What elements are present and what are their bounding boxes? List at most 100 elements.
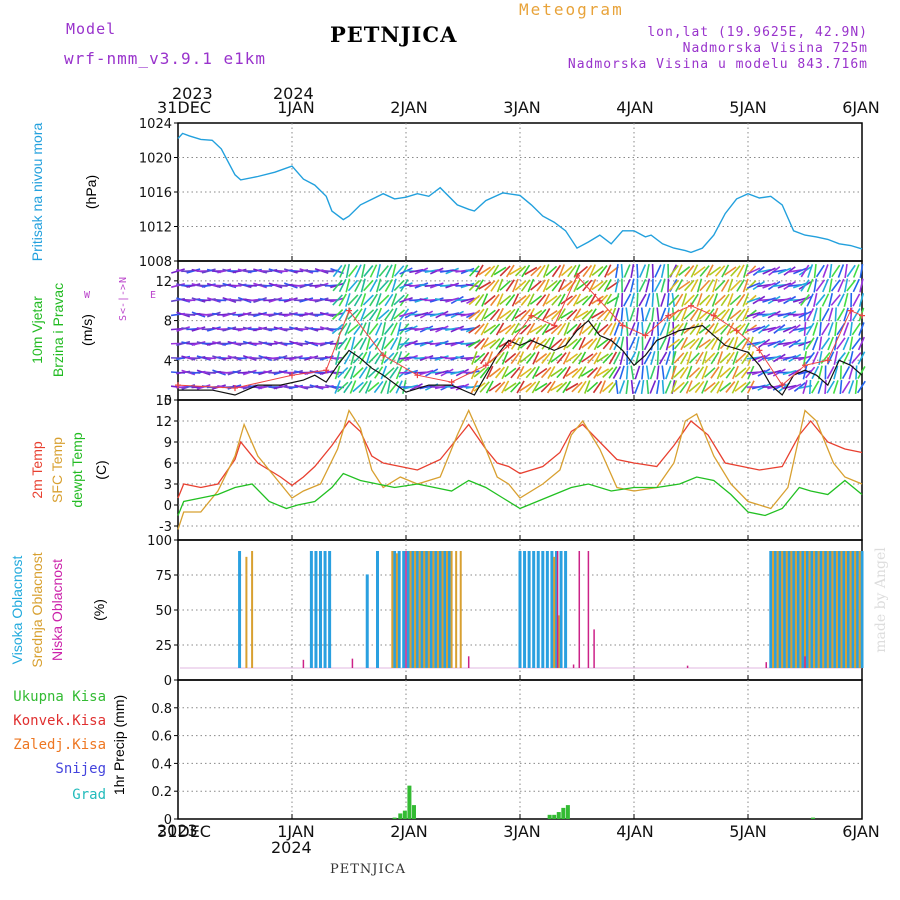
wind-barb xyxy=(391,264,397,278)
wind-barb xyxy=(393,265,405,277)
wind-barb xyxy=(813,278,818,293)
wind-barb xyxy=(729,294,742,306)
wind-barb xyxy=(650,336,656,351)
wind-barb xyxy=(609,336,617,351)
wind-barb xyxy=(680,336,689,351)
wind-barb xyxy=(335,351,341,365)
wind-barb xyxy=(805,322,815,336)
wind-barb xyxy=(745,294,757,306)
wind-barb xyxy=(542,293,551,307)
mid-cloud-bar xyxy=(391,551,394,668)
wind-barb xyxy=(720,293,730,307)
high-cloud-bar xyxy=(846,551,850,668)
wind-barb xyxy=(634,365,641,380)
wind-barb xyxy=(551,279,562,292)
wind-barb xyxy=(566,323,578,335)
high-cloud-bar xyxy=(438,551,442,668)
wind-barb xyxy=(526,322,536,336)
wind-barb xyxy=(268,297,283,303)
wind-barb xyxy=(602,322,613,336)
wind-barb xyxy=(684,279,695,292)
wind-barb xyxy=(656,365,660,380)
wind-barb xyxy=(641,365,644,380)
top-day-label: 3JAN xyxy=(503,98,541,117)
wind-barb xyxy=(713,324,727,334)
wind-barb xyxy=(571,352,583,364)
low-cloud-bar xyxy=(578,551,581,668)
wind-barb xyxy=(374,351,383,365)
wind-barb xyxy=(608,366,618,379)
top-year-2024: 2024 xyxy=(273,84,314,103)
wind-barb xyxy=(839,379,843,395)
wind-gust-point xyxy=(482,362,489,369)
high-cloud-bar xyxy=(365,574,369,668)
wind-barb xyxy=(800,279,810,292)
wind-barb xyxy=(614,278,620,293)
wind-barb xyxy=(544,324,558,334)
wind-barb xyxy=(719,367,732,378)
wind-barb xyxy=(854,379,858,395)
model-label: Model xyxy=(66,20,117,38)
high-cloud-bar xyxy=(787,551,791,668)
wind-barb xyxy=(641,321,644,337)
wind-barb xyxy=(390,307,398,322)
wind-barb xyxy=(699,294,711,306)
precip-bar xyxy=(392,817,397,819)
wind-barb xyxy=(695,351,704,365)
wind-barb xyxy=(650,351,656,365)
wind-barb xyxy=(726,307,734,322)
wind-barb xyxy=(613,322,621,336)
mid-cloud-bar xyxy=(794,551,797,668)
wind-barb xyxy=(762,311,777,318)
y-tick-label: 12 xyxy=(155,415,172,430)
wind-barb xyxy=(304,355,319,361)
wind-barb xyxy=(511,307,520,322)
bottom-day-label: 4JAN xyxy=(616,822,654,841)
wind-barb xyxy=(529,295,543,305)
wind-barb xyxy=(359,307,367,322)
wind-compass: W E N S <-|-> xyxy=(84,277,156,321)
high-cloud-bar xyxy=(376,551,379,668)
wind-barb xyxy=(638,293,647,307)
wind-barb xyxy=(581,353,594,363)
wind-barb xyxy=(811,380,820,394)
wind-barb xyxy=(777,267,792,275)
wind-barb xyxy=(510,366,521,379)
wind-barb xyxy=(813,263,817,279)
wind-barb xyxy=(565,368,579,377)
wind-barb xyxy=(694,380,705,394)
wind-barb xyxy=(520,323,532,335)
wind-barb xyxy=(344,336,352,351)
wind-barb xyxy=(588,293,597,307)
wind-barb xyxy=(730,265,741,277)
wind-barb xyxy=(698,324,711,334)
wind-barb xyxy=(824,379,827,395)
wind-barb xyxy=(620,307,624,322)
pressure-label: Pritisak na nivou mora xyxy=(29,123,45,262)
low-cloud-bar xyxy=(556,551,559,668)
wind-barb xyxy=(541,337,551,350)
wind-barb xyxy=(758,323,770,335)
low-cloud-bar xyxy=(593,629,595,668)
compass-east: E xyxy=(150,290,156,301)
wind-barb xyxy=(693,266,706,276)
wind-barb xyxy=(314,297,329,303)
mid-cloud-bar xyxy=(414,551,417,668)
high-cloud-bar xyxy=(796,551,800,668)
wind-barb xyxy=(674,308,684,321)
wind-barb xyxy=(191,341,206,346)
wind-barb xyxy=(337,366,349,379)
wind-barb xyxy=(782,340,797,347)
y-tick-label: 0.8 xyxy=(151,702,172,717)
wind-barb xyxy=(828,278,833,293)
y-tick-label: 0.2 xyxy=(151,785,172,800)
wind-barb xyxy=(586,381,599,393)
wind-barb xyxy=(668,323,680,335)
wind-barb xyxy=(354,264,362,278)
wind-barb xyxy=(404,384,419,390)
wind-barb xyxy=(556,337,567,350)
wind-barb xyxy=(629,278,635,293)
high-cloud-bar xyxy=(406,551,410,668)
wind-gust-point xyxy=(859,312,865,319)
high-cloud-bar xyxy=(564,551,568,668)
